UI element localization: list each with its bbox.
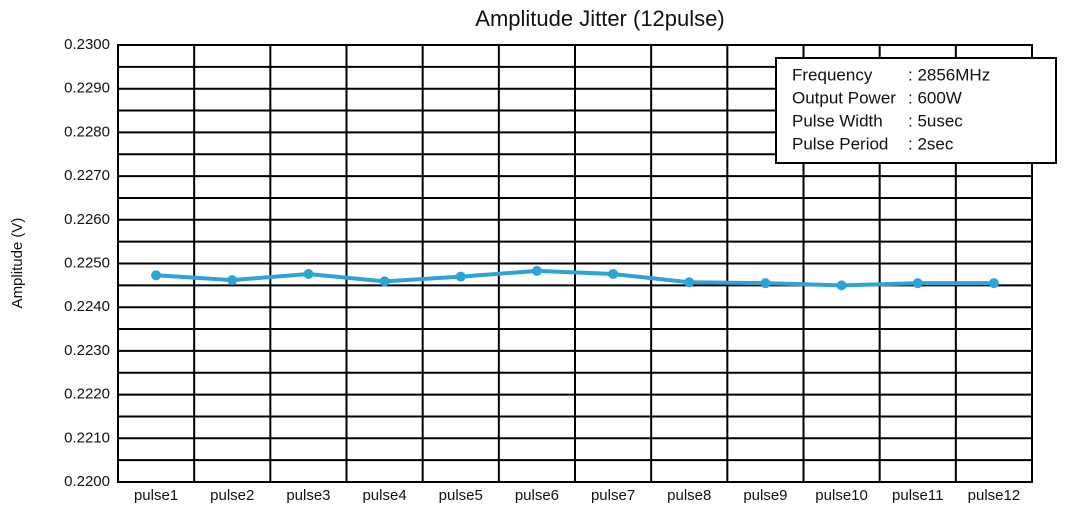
y-tick-label: 0.2230 bbox=[64, 342, 110, 359]
point bbox=[684, 277, 695, 288]
point bbox=[455, 271, 466, 282]
annotation-value: : 5usec bbox=[908, 111, 963, 130]
annotation-value: : 2856MHz bbox=[908, 65, 990, 84]
point bbox=[836, 280, 847, 291]
y-tick-label: 0.2280 bbox=[64, 123, 110, 140]
point bbox=[227, 275, 238, 286]
y-tick-label: 0.2200 bbox=[64, 473, 110, 490]
y-tick-label: 0.2260 bbox=[64, 211, 110, 228]
point bbox=[531, 265, 542, 276]
point bbox=[608, 268, 619, 279]
y-tick-label: 0.2240 bbox=[64, 298, 110, 315]
plot-border bbox=[117, 44, 1033, 483]
x-tick-label: pulse11 bbox=[892, 487, 943, 504]
annotation-value: : 2sec bbox=[908, 134, 954, 153]
x-tick-label: pulse3 bbox=[286, 487, 330, 504]
point bbox=[912, 278, 923, 289]
x-tick-label: pulse8 bbox=[667, 487, 711, 504]
x-tick-label: pulse6 bbox=[515, 487, 559, 504]
point bbox=[303, 268, 314, 279]
y-tick-label: 0.2210 bbox=[64, 429, 110, 446]
x-tick-label: pulse10 bbox=[815, 487, 868, 504]
x-tick-label: pulse4 bbox=[362, 487, 406, 504]
annotation-value: : 600W bbox=[908, 88, 962, 107]
y-tick-label: 0.2290 bbox=[64, 80, 110, 97]
point bbox=[988, 278, 999, 289]
x-tick-label: pulse9 bbox=[743, 487, 787, 504]
annotation-label: Pulse Period bbox=[792, 134, 888, 153]
y-tick-label: 0.2300 bbox=[64, 36, 110, 53]
annotation-label: Pulse Width bbox=[792, 111, 883, 130]
annotation-box bbox=[775, 57, 1057, 164]
x-tick-label: pulse1 bbox=[134, 487, 178, 504]
annotation-label: Output Power bbox=[792, 88, 896, 107]
point bbox=[760, 278, 771, 289]
y-axis-label: Amplitude (V) bbox=[9, 218, 26, 309]
point bbox=[151, 270, 162, 281]
point bbox=[379, 276, 390, 287]
y-tick-label: 0.2270 bbox=[64, 167, 110, 184]
x-tick-label: pulse7 bbox=[591, 487, 635, 504]
chart-title: Amplitude Jitter (12pulse) bbox=[475, 6, 724, 31]
x-tick-label: pulse12 bbox=[968, 487, 1021, 504]
line bbox=[155, 268, 994, 288]
x-tick-label: pulse5 bbox=[439, 487, 483, 504]
annotation-label: Frequency bbox=[792, 65, 873, 84]
y-tick-label: 0.2250 bbox=[64, 254, 110, 271]
x-tick-label: pulse2 bbox=[210, 487, 254, 504]
y-tick-label: 0.2220 bbox=[64, 386, 110, 403]
